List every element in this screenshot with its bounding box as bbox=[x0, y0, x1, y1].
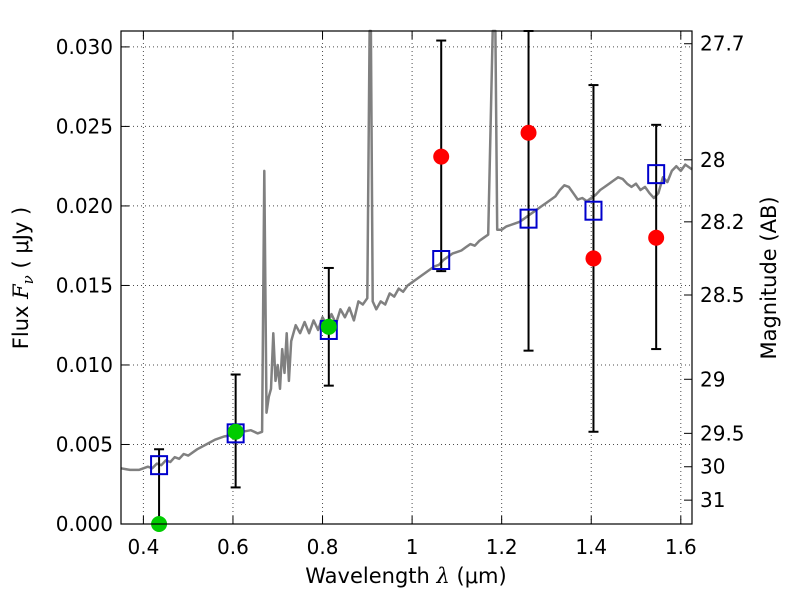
plot-frame bbox=[120, 30, 693, 525]
sed-model-line bbox=[120, 29, 693, 472]
y-axis-label: Flux Fν ( μJy ) bbox=[9, 207, 37, 349]
model-photometry-markers bbox=[150, 164, 666, 476]
right-tick-label: 27.7 bbox=[700, 32, 745, 56]
y-tick-label: 0.000 bbox=[56, 512, 113, 536]
right-tick-label: 28.5 bbox=[700, 283, 745, 307]
y-tick-label: 0.005 bbox=[56, 432, 113, 456]
right-tick-label: 29.5 bbox=[700, 421, 745, 445]
x-tick-label: 1.4 bbox=[575, 535, 607, 559]
model-square bbox=[647, 164, 666, 185]
x-tick-label: 0.4 bbox=[127, 535, 159, 559]
upper-limit-point bbox=[585, 250, 602, 267]
right-tick-label: 29 bbox=[700, 367, 725, 391]
y-tick-label: 0.025 bbox=[56, 114, 113, 138]
plot-area bbox=[121, 31, 692, 524]
detection-point bbox=[227, 423, 244, 440]
upper-limit-point bbox=[520, 124, 537, 141]
right-tick-label: 28 bbox=[700, 148, 725, 172]
x-tick-label: 1.6 bbox=[665, 535, 697, 559]
y-tick-label: 0.020 bbox=[56, 194, 113, 218]
x-tick-label: 1 bbox=[406, 535, 419, 559]
detection-point bbox=[320, 318, 337, 335]
series-layer bbox=[120, 29, 693, 472]
axis-ticks: 0.4 0.6 0.8 1 1.2 1.4 1.6 0.000 0.005 0.010 0.015 0… bbox=[56, 31, 745, 559]
x-tick-label: 0.6 bbox=[217, 535, 249, 559]
x-axis-label: Wavelength λ (μm) bbox=[305, 564, 506, 588]
model-square bbox=[150, 455, 169, 476]
upper-limit-point bbox=[648, 229, 665, 246]
model-square bbox=[584, 200, 603, 221]
y-axis-right-label: Magnitude (AB) bbox=[757, 196, 781, 359]
y-tick-label: 0.010 bbox=[56, 353, 113, 377]
y-tick-label: 0.030 bbox=[56, 35, 113, 59]
model-square bbox=[432, 250, 451, 271]
model-square bbox=[519, 208, 538, 229]
right-tick-label: 30 bbox=[700, 455, 725, 479]
right-tick-label: 28.2 bbox=[700, 210, 745, 234]
observed-photometry-markers bbox=[151, 124, 665, 532]
y-tick-label: 0.015 bbox=[56, 273, 113, 297]
x-tick-label: 1.2 bbox=[486, 535, 518, 559]
upper-limit-point bbox=[433, 148, 450, 165]
x-tick-label: 0.8 bbox=[307, 535, 339, 559]
right-tick-label: 31 bbox=[700, 488, 725, 512]
